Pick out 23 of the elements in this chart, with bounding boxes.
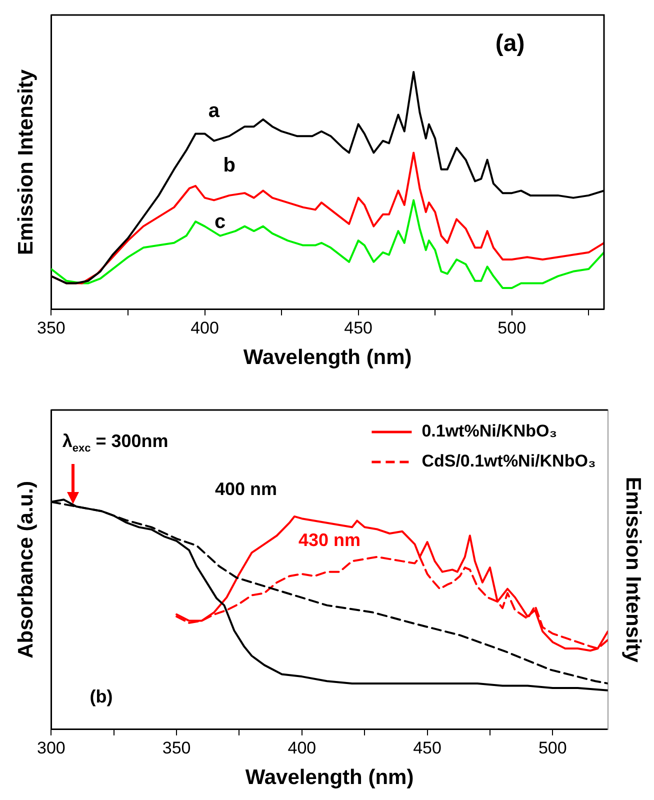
y2-axis-title: Emission Intensity [622,476,645,663]
series-label: c [214,211,226,234]
x-tick-label: 350 [162,738,191,758]
x-axis-title: Wavelength (nm) [245,766,414,790]
x-tick-label: 300 [37,738,66,758]
series-label: b [223,154,236,177]
annotation: (b) [90,686,113,706]
legend-label: 0.1wt%Ni/KNbO₃ [422,422,558,441]
x-axis-title: Wavelength (nm) [243,346,412,370]
text: (a) [495,30,525,58]
x-tick-label: 350 [37,318,66,338]
x-tick-label: 400 [288,738,316,758]
y-axis-title: Emission Intensity [14,69,38,255]
series-label: a [208,100,220,122]
x-tick-label: 500 [538,738,567,758]
annotation: 430 nm [298,530,361,550]
x-tick-label: 450 [413,738,442,758]
x-tick-label: 400 [190,318,219,338]
x-tick-label: 500 [498,318,526,338]
x-tick-label: 450 [344,318,372,338]
y-axis-title: Absorbance (a.u.) [14,481,38,658]
text: 400 nm [214,478,278,499]
legend-label: CdS/0.1wt%Ni/KNbO₃ [422,452,596,471]
